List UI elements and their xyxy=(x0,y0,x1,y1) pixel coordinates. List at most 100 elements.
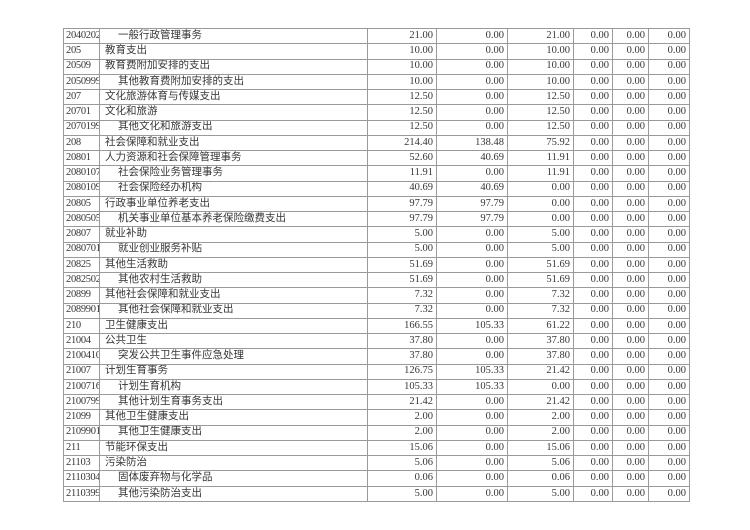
value-cell: 0.00 xyxy=(612,271,649,289)
value-cell: 0.00 xyxy=(648,241,690,258)
value-cell: 0.00 xyxy=(507,210,574,228)
table-row: 2080109 社会保险经办机构 40.69 40.69 0.00 0.00 0.00 0.0… xyxy=(63,180,690,197)
value-cell: 0.00 xyxy=(573,378,613,396)
description-cell: 计划生育事务 xyxy=(99,363,368,380)
value-cell: 0.00 xyxy=(573,180,613,197)
table-row: 21007 计划生育事务 126.75 105.33 21.42 0.00 0.00 0.00 xyxy=(63,363,690,380)
value-cell: 0.00 xyxy=(436,470,508,487)
value-cell: 0.00 xyxy=(612,287,649,304)
code-cell: 2080109 xyxy=(63,180,100,197)
value-cell: 12.50 xyxy=(507,119,574,136)
value-cell: 51.69 xyxy=(507,271,574,289)
value-cell: 0.00 xyxy=(573,271,613,289)
description-cell: 一般行政管理事务 xyxy=(99,27,368,45)
table-row: 20825 其他生活救助 51.69 0.00 51.69 0.00 0.00 0.00 xyxy=(63,256,690,274)
value-cell: 0.00 xyxy=(648,378,690,396)
description-cell: 就业补助 xyxy=(99,226,368,243)
value-cell: 0.00 xyxy=(436,287,508,304)
value-cell: 51.69 xyxy=(367,256,437,274)
code-cell: 2109901 xyxy=(63,424,100,441)
value-cell: 0.00 xyxy=(612,43,649,60)
value-cell: 40.69 xyxy=(367,180,437,197)
code-cell: 2040202 xyxy=(63,27,100,45)
code-cell: 20807 xyxy=(63,226,100,243)
value-cell: 0.00 xyxy=(612,363,649,380)
value-cell: 0.00 xyxy=(648,302,690,319)
code-cell: 205 xyxy=(63,43,100,60)
code-cell: 2100716 xyxy=(63,378,100,396)
value-cell: 0.00 xyxy=(612,317,649,335)
value-cell: 0.00 xyxy=(573,210,613,228)
code-cell: 2110304 xyxy=(63,470,100,487)
value-cell: 0.00 xyxy=(612,409,649,426)
code-cell: 2082502 xyxy=(63,271,100,289)
table-row: 20701 文化和旅游 12.50 0.00 12.50 0.00 0.00 0.00 xyxy=(63,104,690,121)
value-cell: 0.00 xyxy=(612,393,649,411)
table-row: 2080701 就业创业服务补贴 5.00 0.00 5.00 0.00 0.00 0.00 xyxy=(63,241,690,258)
value-cell: 5.00 xyxy=(507,241,574,258)
value-cell: 166.55 xyxy=(367,317,437,335)
value-cell: 0.00 xyxy=(612,119,649,136)
budget-expenditure-table: 2040202 一般行政管理事务 21.00 0.00 21.00 0.00 0.00 0.0… xyxy=(63,27,690,502)
table-row: 2100410 突发公共卫生事件应急处理 37.80 0.00 37.80 0.00 0.0… xyxy=(63,348,690,365)
value-cell: 10.00 xyxy=(367,58,437,75)
value-cell: 11.91 xyxy=(507,149,574,167)
value-cell: 0.00 xyxy=(648,363,690,380)
value-cell: 0.00 xyxy=(573,393,613,411)
value-cell: 52.60 xyxy=(367,149,437,167)
value-cell: 5.00 xyxy=(507,226,574,243)
value-cell: 0.00 xyxy=(612,134,649,152)
value-cell: 138.48 xyxy=(436,134,508,152)
value-cell: 21.00 xyxy=(367,27,437,45)
value-cell: 97.79 xyxy=(436,210,508,228)
table-row: 2110304 固体废弃物与化学品 0.06 0.00 0.06 0.00 0.00 0.00 xyxy=(63,470,690,487)
value-cell: 0.00 xyxy=(573,409,613,426)
value-cell: 37.80 xyxy=(367,332,437,350)
description-cell: 节能环保支出 xyxy=(99,439,368,457)
value-cell: 0.00 xyxy=(612,424,649,441)
table-row: 207 文化旅游体育与传媒支出 12.50 0.00 12.50 0.00 0.00 0.00 xyxy=(63,88,690,106)
value-cell: 0.00 xyxy=(612,241,649,258)
value-cell: 11.91 xyxy=(507,165,574,182)
value-cell: 0.00 xyxy=(573,88,613,106)
table-row: 2070199 其他文化和旅游支出 12.50 0.00 12.50 0.00 0.00 0.… xyxy=(63,119,690,136)
description-cell: 教育支出 xyxy=(99,43,368,60)
value-cell: 0.00 xyxy=(648,149,690,167)
code-cell: 207 xyxy=(63,88,100,106)
value-cell: 12.50 xyxy=(507,88,574,106)
table-row: 2082502 其他农村生活救助 51.69 0.00 51.69 0.00 0.00 0.0… xyxy=(63,271,690,289)
value-cell: 0.00 xyxy=(573,104,613,121)
value-cell: 97.79 xyxy=(436,195,508,213)
value-cell: 12.50 xyxy=(367,104,437,121)
value-cell: 0.00 xyxy=(573,134,613,152)
value-cell: 0.00 xyxy=(436,393,508,411)
description-cell: 机关事业单位基本养老保险缴费支出 xyxy=(99,210,368,228)
value-cell: 51.69 xyxy=(507,256,574,274)
value-cell: 0.00 xyxy=(648,317,690,335)
description-cell: 突发公共卫生事件应急处理 xyxy=(99,348,368,365)
value-cell: 0.00 xyxy=(573,256,613,274)
value-cell: 51.69 xyxy=(367,271,437,289)
value-cell: 0.00 xyxy=(436,104,508,121)
description-cell: 其他卫生健康支出 xyxy=(99,424,368,441)
value-cell: 0.00 xyxy=(612,348,649,365)
value-cell: 12.50 xyxy=(367,88,437,106)
table-row: 2100799 其他计划生育事务支出 21.42 0.00 21.42 0.00 0.00 0… xyxy=(63,393,690,411)
description-cell: 就业创业服务补贴 xyxy=(99,241,368,258)
code-cell: 2110399 xyxy=(63,485,100,502)
value-cell: 0.00 xyxy=(648,27,690,45)
code-cell: 20899 xyxy=(63,287,100,304)
value-cell: 0.00 xyxy=(648,271,690,289)
table-row: 2089901 其他社会保障和就业支出 7.32 0.00 7.32 0.00 0.00 0.… xyxy=(63,302,690,319)
value-cell: 5.00 xyxy=(367,226,437,243)
budget-table-body: 2040202 一般行政管理事务 21.00 0.00 21.00 0.00 0.00 0.0… xyxy=(63,27,690,502)
value-cell: 0.00 xyxy=(436,226,508,243)
value-cell: 0.00 xyxy=(573,165,613,182)
description-cell: 文化旅游体育与传媒支出 xyxy=(99,88,368,106)
value-cell: 37.80 xyxy=(507,332,574,350)
code-cell: 2080505 xyxy=(63,210,100,228)
value-cell: 21.42 xyxy=(367,393,437,411)
value-cell: 2.00 xyxy=(367,409,437,426)
value-cell: 0.00 xyxy=(573,485,613,502)
value-cell: 5.00 xyxy=(507,485,574,502)
